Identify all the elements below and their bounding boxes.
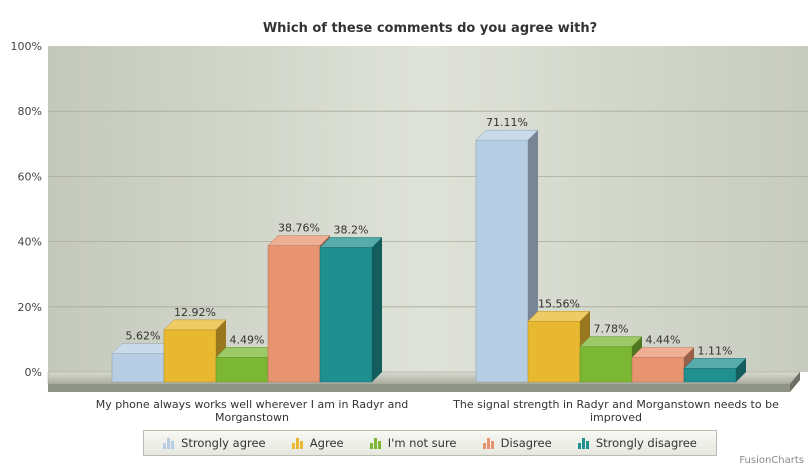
data-label: 1.11%	[698, 344, 733, 357]
credit-text: FusionCharts	[739, 455, 804, 466]
legend-item[interactable]: I'm not sure	[369, 436, 457, 450]
bar-front	[683, 368, 737, 383]
bar-front	[163, 329, 217, 383]
bar-top	[683, 358, 747, 369]
chart-canvas: Which of these comments do you agree wit…	[11, 21, 808, 424]
bar-top	[163, 319, 227, 331]
legend-label: Disagree	[500, 436, 552, 450]
x-category-label: The signal strength in Radyr and Morgans…	[452, 398, 779, 411]
x-category-label: improved	[590, 411, 642, 424]
legend-item[interactable]: Agree	[291, 436, 344, 450]
bar-top	[579, 336, 643, 347]
y-tick-label: 40%	[18, 236, 42, 249]
legend-item[interactable]: Strongly agree	[163, 436, 266, 450]
bar-top	[527, 311, 591, 322]
bar-top	[631, 347, 695, 358]
bar-front	[579, 346, 633, 383]
plot-background	[48, 46, 808, 372]
data-label: 12.92%	[174, 306, 216, 319]
bar-front	[475, 139, 529, 383]
bar-top	[319, 237, 383, 248]
bar-front	[631, 357, 685, 383]
bar-front	[319, 247, 373, 383]
bar-front	[527, 321, 581, 383]
data-label: 38.2%	[334, 223, 369, 236]
y-tick-label: 0%	[25, 366, 42, 379]
legend-label: Strongly agree	[181, 436, 266, 450]
legend-swatch-icon	[291, 437, 304, 449]
legend-item[interactable]: Strongly disagree	[577, 436, 697, 450]
data-label: 5.62%	[126, 330, 161, 343]
data-label: 15.56%	[538, 297, 580, 310]
plot-floor-side	[790, 372, 800, 392]
y-tick-label: 60%	[18, 170, 42, 183]
plot-floor-front	[48, 384, 790, 392]
data-label: 71.11%	[486, 116, 528, 129]
legend-item[interactable]: Disagree	[482, 436, 552, 450]
x-category-label: My phone always works well wherever I am…	[96, 398, 409, 411]
y-tick-label: 80%	[18, 105, 42, 118]
legend-label: I'm not sure	[387, 436, 457, 450]
data-label: 7.78%	[594, 323, 629, 336]
legend-swatch-icon	[577, 437, 590, 449]
x-category-label: Morganstown	[215, 411, 289, 424]
y-tick-label: 20%	[18, 301, 42, 314]
chart-title: Which of these comments do you agree wit…	[263, 21, 597, 36]
data-label: 38.76%	[278, 222, 320, 235]
bar-front	[111, 353, 165, 383]
legend-label: Strongly disagree	[595, 436, 697, 450]
data-label: 4.44%	[646, 334, 681, 347]
legend-label: Agree	[309, 436, 344, 450]
y-tick-label: 100%	[11, 40, 42, 53]
data-label: 4.49%	[230, 333, 265, 346]
bar-side	[736, 358, 746, 382]
bar-front	[215, 357, 269, 383]
legend-swatch-icon	[482, 437, 495, 449]
legend-swatch-icon	[369, 437, 382, 449]
bar-side	[372, 237, 382, 382]
bar-front	[267, 245, 321, 383]
bar-top	[475, 129, 539, 141]
bar-top	[267, 235, 331, 246]
legend-swatch-icon	[163, 437, 175, 449]
legend: Strongly agree Agree I'm not sure Disagree S…	[143, 430, 717, 456]
bar	[319, 237, 383, 383]
bar	[683, 358, 747, 383]
